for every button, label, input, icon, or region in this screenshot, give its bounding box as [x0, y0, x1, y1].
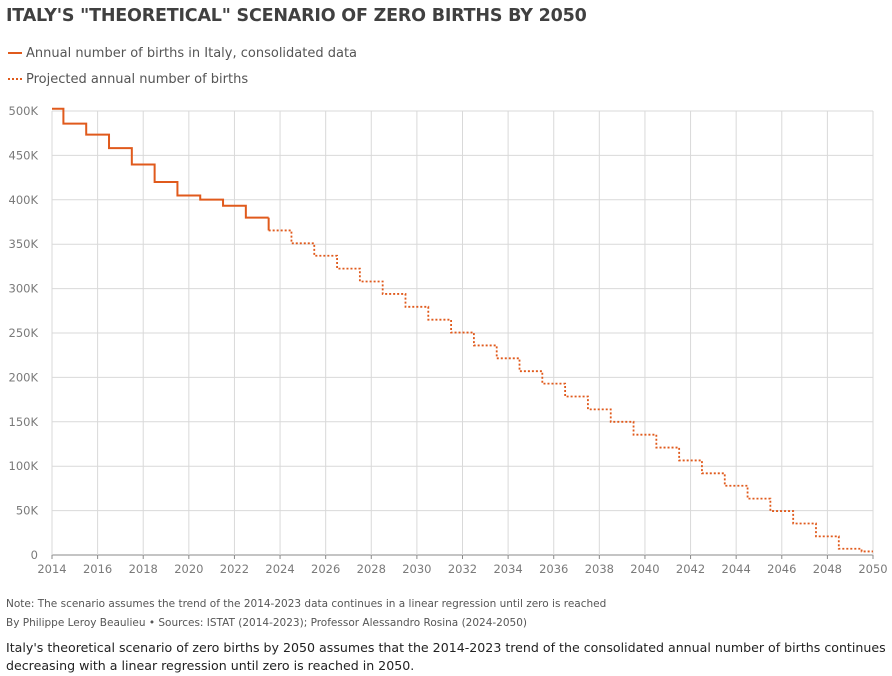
y-axis-labels: 0 50K 100K 150K 200K 250K 300K 350K 400K 450K 500K — [9, 104, 39, 562]
x-tick-label: 2036 — [539, 562, 568, 576]
x-tick-label: 2040 — [630, 562, 659, 576]
chart-caption: Italy's theoretical scenario of zero bir… — [6, 640, 886, 673]
y-tick-label: 50K — [16, 504, 39, 518]
legend-item-projected: Projected annual number of births — [8, 70, 248, 88]
legend-solid-line-icon — [8, 52, 22, 54]
y-tick-label: 250K — [9, 326, 39, 340]
y-tick-label: 150K — [9, 415, 39, 429]
x-axis-labels: 2014 2016 2018 2020 2022 2024 2026 2028 2030 2032… — [37, 562, 887, 576]
x-tick-label: 2020 — [174, 562, 203, 576]
x-tick-label: 2048 — [813, 562, 842, 576]
x-tick-label: 2046 — [767, 562, 796, 576]
y-tick-label: 500K — [9, 104, 39, 118]
x-tick-label: 2018 — [129, 562, 158, 576]
legend-item-consolidated: Annual number of births in Italy, consol… — [8, 44, 357, 62]
chart-credit: By Philippe Leroy Beaulieu • Sources: IS… — [6, 617, 527, 629]
x-tick-label: 2030 — [402, 562, 431, 576]
series-projected — [268, 229, 873, 553]
x-tick-label: 2014 — [37, 562, 66, 576]
births-chart: 0 50K 100K 150K 200K 250K 300K 350K 400K 450K 500K… — [9, 104, 888, 576]
y-tick-label: 0 — [31, 548, 38, 562]
x-tick-label: 2038 — [585, 562, 614, 576]
x-tick-label: 2022 — [220, 562, 249, 576]
y-tick-label: 350K — [9, 237, 39, 251]
x-tick-label: 2034 — [493, 562, 522, 576]
legend-label-consolidated: Annual number of births in Italy, consol… — [26, 45, 358, 61]
series-layer — [52, 107, 873, 553]
chart-title: ITALY'S "THEORETICAL" SCENARIO OF ZERO B… — [6, 6, 587, 26]
x-tick-label: 2024 — [265, 562, 294, 576]
legend-label-projected: Projected annual number of births — [26, 71, 249, 87]
x-tick-label: 2026 — [311, 562, 340, 576]
series-consolidated — [52, 107, 269, 219]
x-tick-label: 2042 — [676, 562, 705, 576]
x-tick-label: 2016 — [83, 562, 112, 576]
x-tick-label: 2028 — [357, 562, 386, 576]
legend-dotted-line-icon — [8, 78, 22, 80]
series-line — [268, 229, 873, 553]
x-tick-label: 2032 — [448, 562, 477, 576]
x-gridlines — [51, 111, 874, 559]
series-line — [52, 107, 269, 219]
y-tick-label: 400K — [9, 193, 39, 207]
y-tick-label: 450K — [9, 148, 39, 162]
chart-note: Note: The scenario assumes the trend of … — [6, 598, 607, 610]
y-tick-label: 100K — [9, 459, 39, 473]
y-tick-label: 200K — [9, 370, 39, 384]
x-tick-label: 2050 — [858, 562, 887, 576]
y-tick-label: 300K — [9, 282, 39, 296]
x-tick-label: 2044 — [722, 562, 751, 576]
